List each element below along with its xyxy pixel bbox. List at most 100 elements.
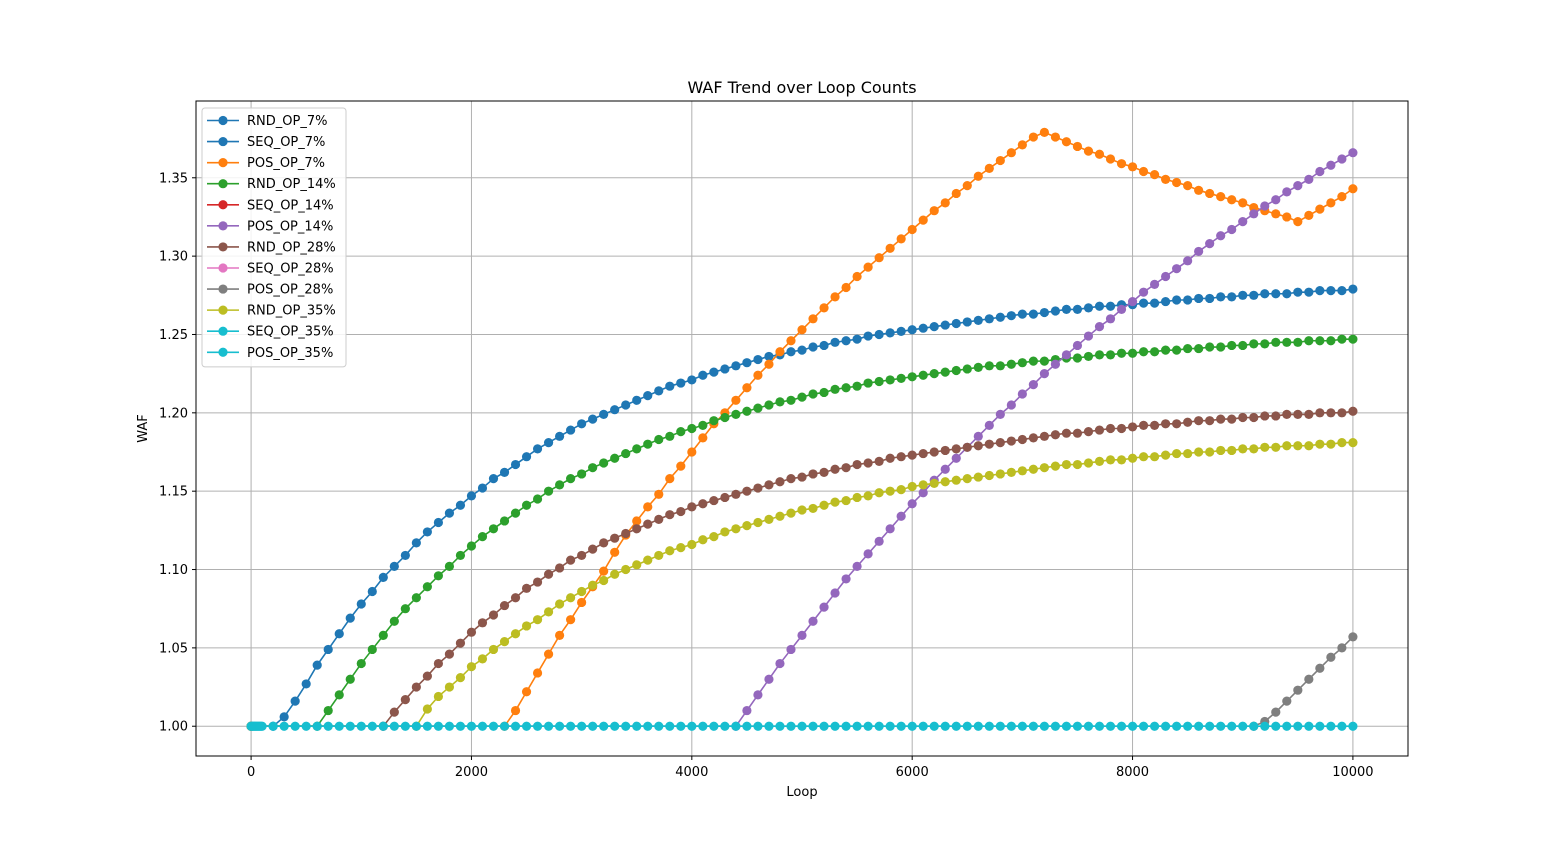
data-point	[1348, 721, 1358, 731]
data-point	[1149, 298, 1160, 308]
data-point	[1282, 441, 1292, 451]
data-point	[499, 721, 510, 731]
data-point	[709, 495, 719, 506]
data-point	[1094, 456, 1105, 467]
data-point	[1006, 359, 1016, 369]
data-point	[731, 524, 741, 534]
data-point	[323, 705, 333, 716]
data-point	[1337, 286, 1347, 296]
data-point	[1205, 293, 1215, 304]
data-point	[599, 409, 609, 419]
data-point	[1260, 442, 1270, 452]
data-point	[1050, 461, 1061, 471]
data-point	[1271, 721, 1281, 731]
data-point	[973, 315, 983, 325]
data-point	[863, 331, 873, 341]
data-point	[951, 188, 961, 199]
data-point	[1116, 304, 1127, 315]
data-point	[1205, 188, 1215, 199]
data-point	[786, 508, 796, 518]
data-point	[1304, 287, 1314, 297]
legend-item-rnd-op-14: RND_OP_14%	[207, 177, 336, 192]
data-point	[621, 564, 631, 575]
legend-box	[201, 107, 347, 368]
data-point	[400, 550, 410, 561]
data-point	[499, 467, 510, 477]
data-point	[1249, 339, 1259, 349]
data-point	[1138, 166, 1149, 177]
data-point	[1227, 224, 1237, 235]
data-point	[962, 364, 972, 374]
data-point	[665, 431, 675, 441]
series-pos-op-14	[246, 148, 1358, 731]
data-point	[665, 510, 675, 520]
legend-label: SEQ_OP_14%	[247, 198, 334, 213]
data-point	[566, 474, 576, 484]
data-point	[1061, 428, 1072, 438]
data-point	[1183, 721, 1193, 731]
data-point	[1006, 400, 1016, 410]
data-point	[1161, 174, 1171, 184]
data-point	[753, 483, 763, 493]
data-point	[532, 668, 543, 678]
data-point	[1050, 132, 1061, 142]
data-point	[599, 566, 609, 576]
data-point	[940, 198, 950, 208]
data-point	[610, 405, 620, 415]
data-point	[367, 721, 377, 731]
data-point	[731, 721, 741, 731]
data-point	[334, 690, 344, 700]
data-point	[852, 492, 862, 503]
data-point	[962, 317, 972, 327]
data-point	[577, 586, 587, 597]
data-point	[918, 480, 928, 490]
data-point	[1315, 721, 1325, 731]
data-point	[1216, 342, 1226, 352]
data-point	[1227, 721, 1237, 731]
data-point	[1083, 146, 1094, 156]
data-point	[444, 508, 455, 518]
data-point	[1072, 141, 1083, 152]
data-point	[422, 671, 432, 681]
data-point	[477, 654, 488, 664]
data-point	[1172, 177, 1182, 188]
data-point	[841, 574, 851, 584]
data-point	[1138, 298, 1149, 308]
data-point	[885, 453, 895, 463]
data-point	[896, 373, 906, 383]
data-point	[1028, 356, 1038, 366]
data-point	[1282, 289, 1292, 299]
data-point	[841, 336, 851, 346]
data-point	[929, 721, 939, 731]
data-point	[1348, 148, 1358, 158]
data-point	[1183, 448, 1193, 459]
data-point	[411, 593, 421, 603]
data-point	[753, 721, 763, 731]
series-lines	[246, 127, 1358, 731]
data-point	[819, 340, 829, 351]
y-tick-label: 1.10	[159, 563, 188, 578]
data-point	[874, 376, 884, 387]
data-point	[742, 721, 752, 731]
data-point	[510, 629, 521, 639]
data-point	[1017, 309, 1027, 319]
data-point	[577, 597, 587, 608]
legend-label: RND_OP_35%	[247, 304, 336, 319]
data-point	[1337, 154, 1347, 164]
data-point	[1282, 721, 1292, 731]
data-point	[1227, 414, 1237, 424]
data-point	[896, 326, 906, 336]
data-point	[973, 431, 983, 441]
data-point	[1161, 271, 1171, 282]
data-point	[1050, 721, 1061, 731]
data-point	[698, 499, 708, 509]
data-point	[1293, 721, 1303, 731]
data-point	[1293, 409, 1303, 419]
data-point	[521, 687, 532, 697]
data-point	[455, 550, 466, 561]
data-point	[510, 508, 521, 518]
data-point	[477, 483, 488, 493]
data-point	[896, 511, 906, 521]
data-point	[951, 475, 961, 485]
data-point	[1293, 337, 1303, 347]
